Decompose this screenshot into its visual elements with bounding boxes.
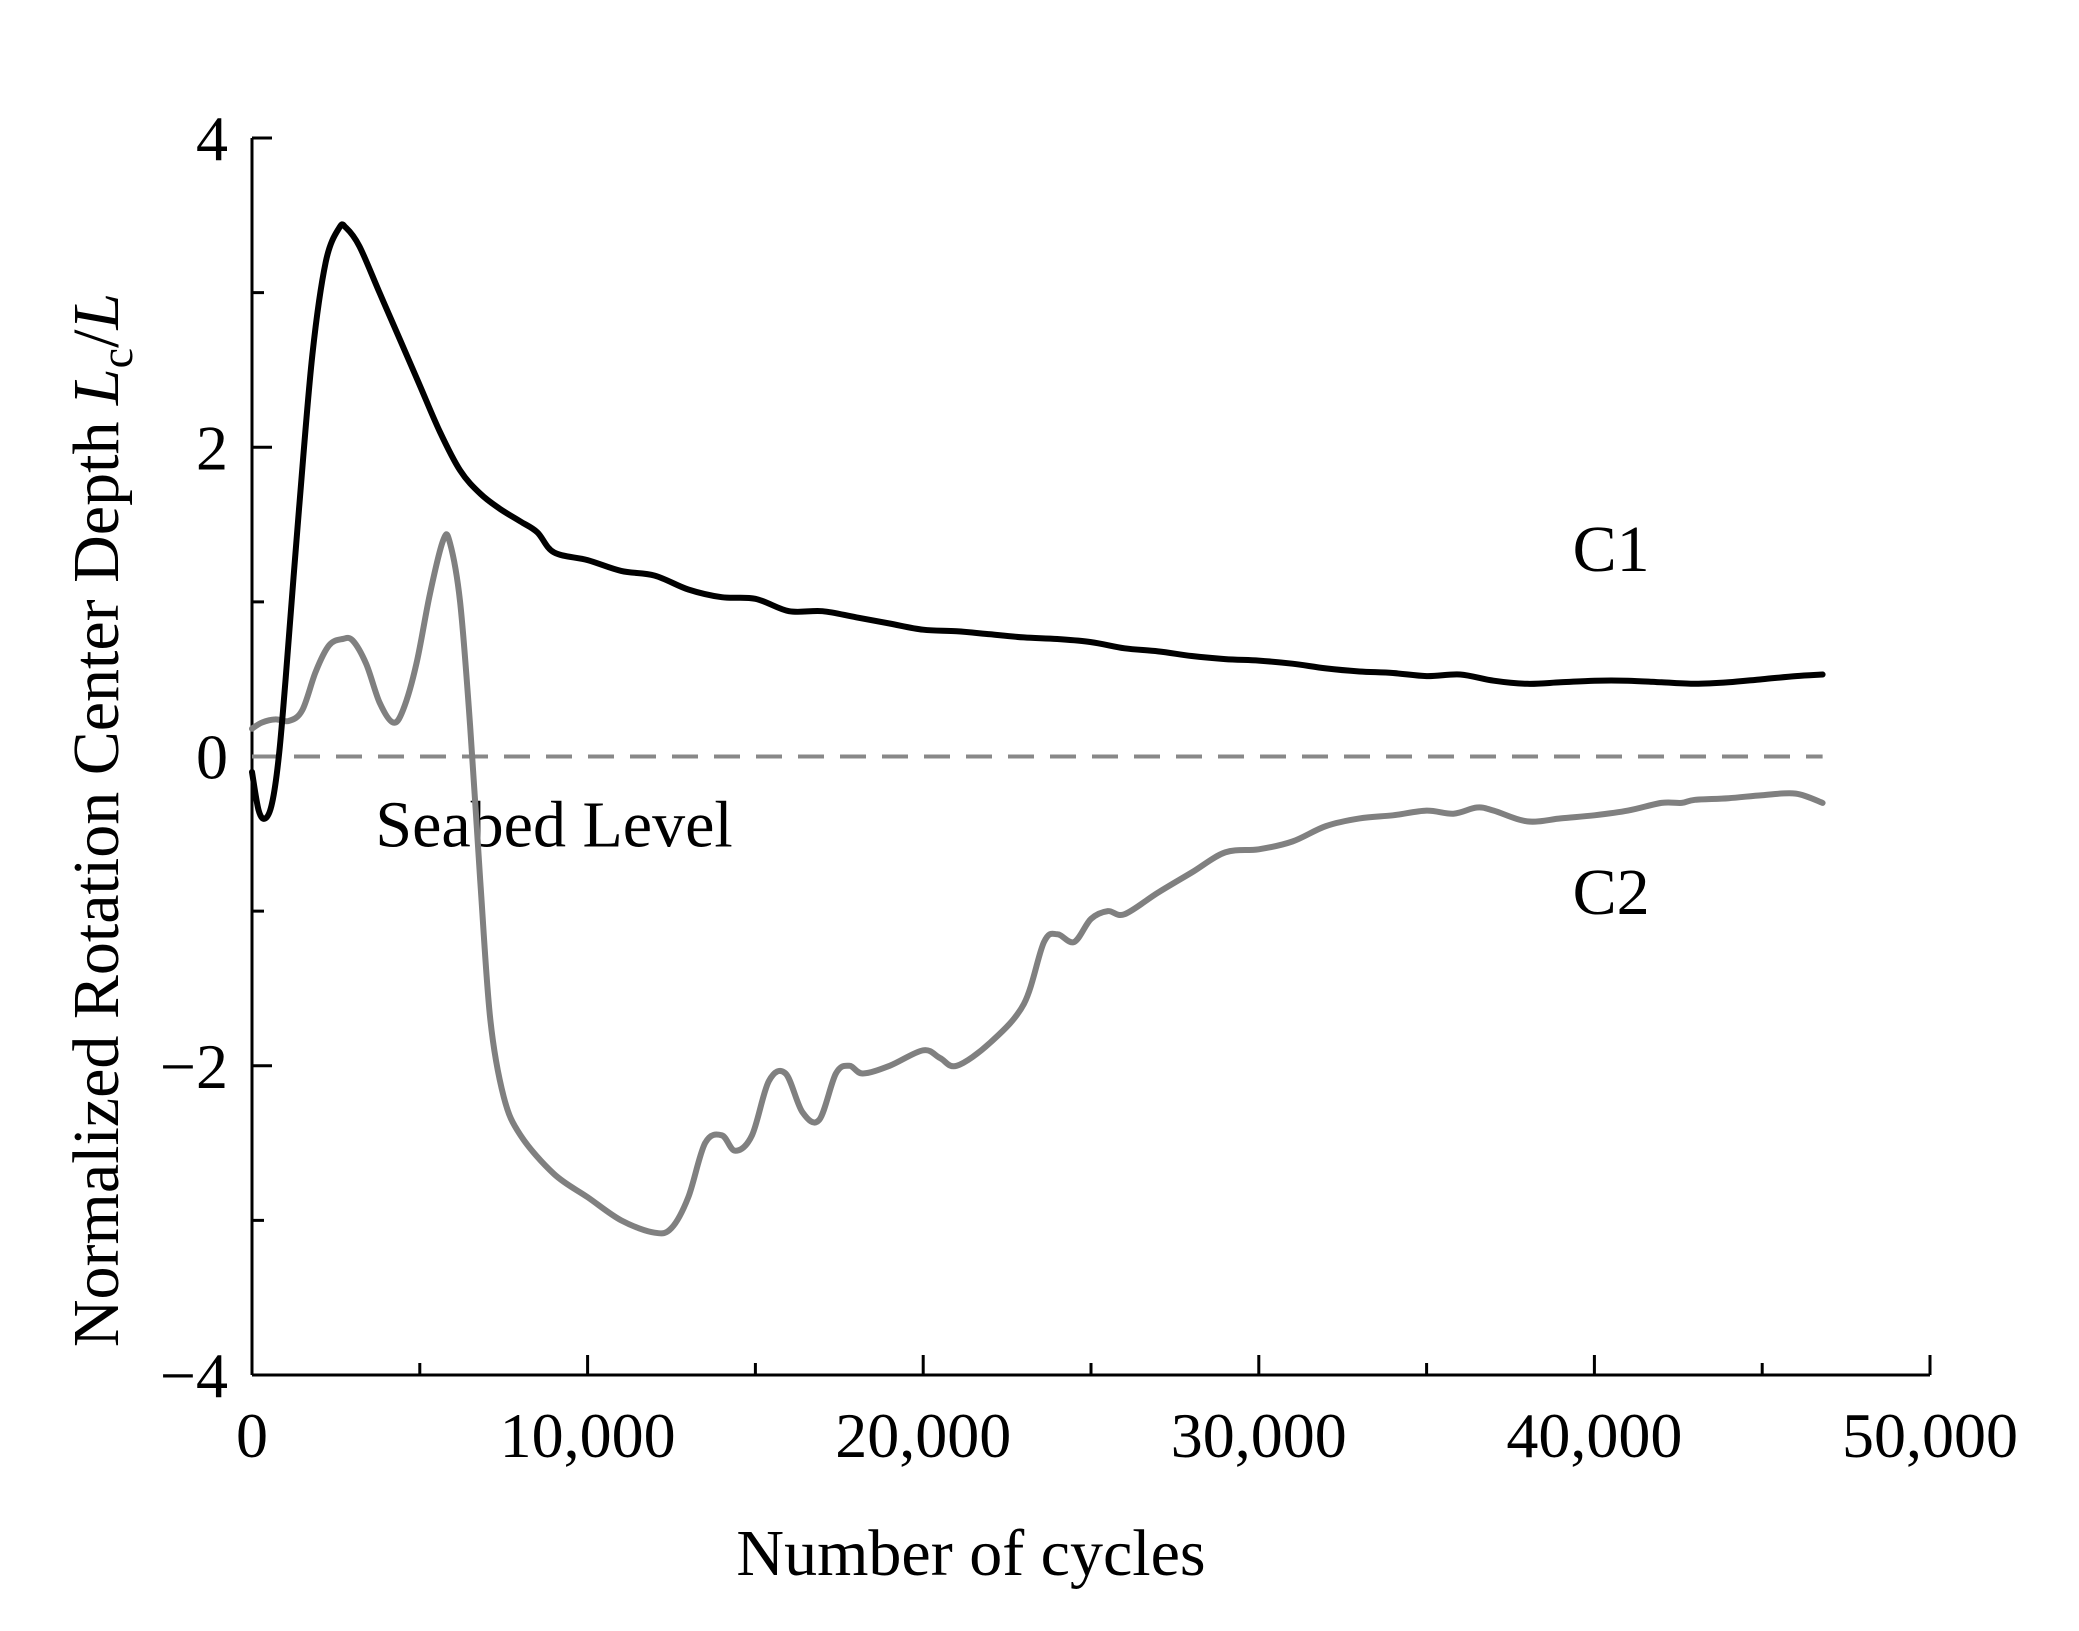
x-tick-label: 50,000 [1842,1400,2018,1471]
series-label-c1: C1 [1573,513,1650,586]
axes: 0 10,000 20,000 30,000 40,000 50,000 −4 −2 0 2 4 [160,103,2018,1471]
y-tick-label: 4 [196,103,228,174]
series-lines [249,221,1826,1237]
x-tick-label: 10,000 [500,1400,676,1471]
x-tick-label: 30,000 [1171,1400,1347,1471]
y-tick-label: −4 [160,1340,228,1411]
chart-labels: Number of cycles Normalized Rotation Cent… [60,293,1650,1590]
x-tick-label: 20,000 [835,1400,1011,1471]
x-tick-label: 0 [236,1400,268,1471]
x-axis-title: Number of cycles [736,1517,1205,1590]
series-line-c2 [249,531,1826,1237]
y-tick-label: 0 [196,722,228,793]
y-tick-label: 2 [196,412,228,483]
y-axis-title: Normalized Rotation Center Depth Lc/L [60,293,142,1347]
y-tick-label: −2 [160,1031,228,1102]
seabed-level-reference: Seabed Level [252,754,1823,862]
x-tick-label: 40,000 [1506,1400,1682,1471]
seabed-label: Seabed Level [375,789,732,862]
series-label-c2: C2 [1573,856,1650,929]
series-line-c1 [249,221,1826,822]
